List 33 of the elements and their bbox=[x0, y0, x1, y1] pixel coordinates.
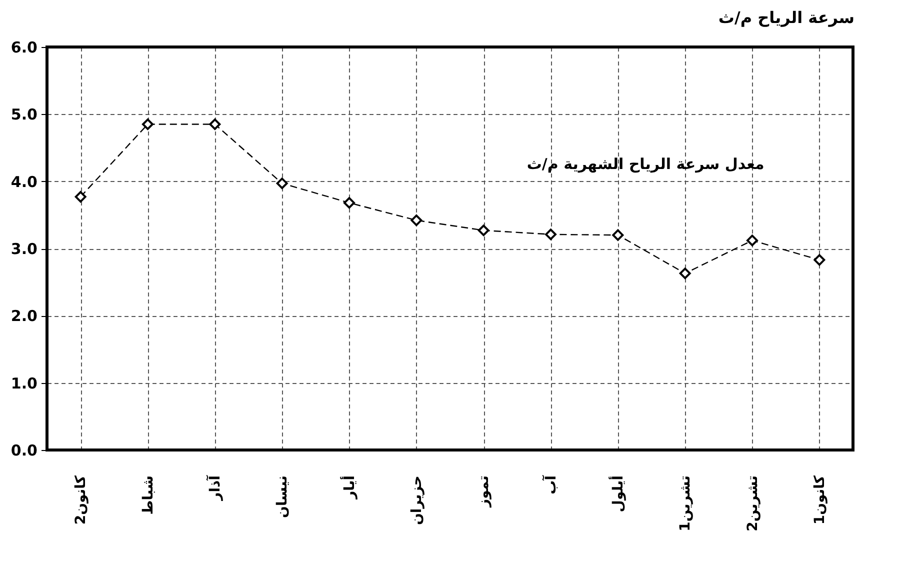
y-tick-label: 1.0 bbox=[10, 374, 38, 392]
x-tick-label: آب bbox=[541, 474, 560, 494]
point bbox=[209, 118, 221, 130]
x-tick-label: كانون2 bbox=[73, 474, 90, 525]
point bbox=[746, 234, 758, 246]
point bbox=[344, 197, 355, 209]
point bbox=[410, 214, 422, 226]
text: معدل سرعة الرياح الشهرية م/ث bbox=[526, 154, 764, 173]
point bbox=[74, 191, 86, 203]
y-tick-label: 5.0 bbox=[10, 106, 38, 124]
x-tick-label: تشرين2 bbox=[744, 476, 761, 532]
y-tick-label: 2.0 bbox=[10, 307, 38, 326]
x-tick-label: تشرين1 bbox=[678, 476, 694, 532]
x-tick-label: أيلول bbox=[608, 476, 626, 512]
point bbox=[814, 254, 826, 266]
point bbox=[478, 224, 490, 236]
point bbox=[142, 118, 154, 130]
point bbox=[545, 228, 556, 240]
x-tick-label: آذار bbox=[205, 474, 224, 502]
x-tick-label: تموز bbox=[476, 476, 492, 508]
x-tick-label: شباط bbox=[140, 476, 156, 515]
y-tick-label: 6.0 bbox=[10, 38, 38, 56]
point bbox=[612, 229, 624, 241]
chart-title: سرعة الرياح م/ث bbox=[718, 8, 854, 27]
x-tick-label: نيسان bbox=[274, 476, 291, 518]
x-tick-label: كانون1 bbox=[812, 474, 828, 525]
x-tick-label: حزيران bbox=[408, 476, 425, 526]
point bbox=[679, 268, 691, 280]
y-tick-label: 0.0 bbox=[10, 442, 38, 460]
y-tick-label: 3.0 bbox=[10, 240, 38, 258]
y-tick-label: 4.0 bbox=[10, 172, 38, 191]
point bbox=[276, 178, 288, 190]
x-tick-label: أيار bbox=[340, 476, 358, 500]
